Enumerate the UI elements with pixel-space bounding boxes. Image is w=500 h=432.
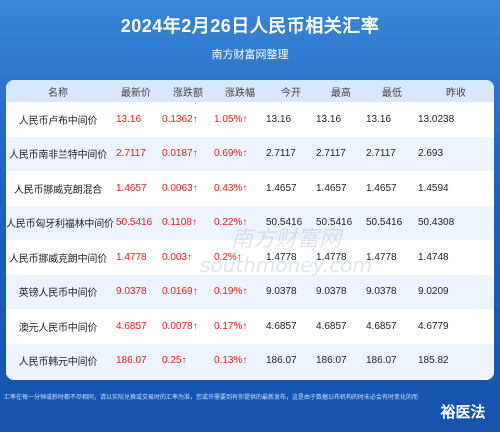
cell-prev: 13.0238 xyxy=(418,113,455,125)
cell-high: 1.4778 xyxy=(316,251,347,263)
table-row: 人民币挪威克朗混合 1.4657 0.0063↑ 0.43%↑ 1.4657 1… xyxy=(6,171,494,206)
cell-high: 1.4657 xyxy=(316,182,347,194)
cell-high: 4.6857 xyxy=(316,320,347,332)
cell-pct: 0.69%↑ xyxy=(214,148,248,160)
header-change: 涨跌额 xyxy=(173,87,203,99)
cell-low: 1.4657 xyxy=(366,182,397,194)
cell-pct: 1.05%↑ xyxy=(214,113,248,125)
cell-prev: 9.0209 xyxy=(418,286,449,298)
cell-low: 50.5416 xyxy=(366,217,403,229)
header-high: 最高 xyxy=(331,87,351,99)
header-open: 今开 xyxy=(281,87,301,99)
cell-latest: 2.7117 xyxy=(116,148,146,160)
cell-name: 人民币挪威克朗混合 xyxy=(13,184,103,196)
cell-change: 0.0187↑ xyxy=(162,148,198,160)
cell-name: 英镑人民币中间价 xyxy=(18,288,98,300)
header-pct: 涨跌幅 xyxy=(225,87,255,99)
table-row: 人民币挪威克朗中间价 1.4778 0.003↑ 0.2%↑ 1.4778 1.… xyxy=(6,240,494,275)
cell-high: 2.7117 xyxy=(316,148,346,160)
header-prev: 昨收 xyxy=(446,87,466,99)
cell-pct: 0.22%↑ xyxy=(214,217,248,229)
cell-latest: 9.0378 xyxy=(116,286,147,298)
page-subtitle: 南方财富网整理 xyxy=(211,49,289,61)
table-row: 人民币韩元中间价 186.07 0.25↑ 0.13%↑ 186.07 186.… xyxy=(6,343,494,378)
cell-latest: 4.6857 xyxy=(116,320,147,332)
cell-latest: 50.5416 xyxy=(116,217,153,229)
table-row: 人民币卢布中间价 13.16 0.1362↑ 1.05%↑ 13.16 13.1… xyxy=(6,102,494,137)
cell-pct: 0.2%↑ xyxy=(214,251,242,263)
page-title: 2024年2月26日人民币相关汇率 xyxy=(120,16,380,36)
cell-change: 0.0078↑ xyxy=(162,320,198,332)
header-low: 最低 xyxy=(382,87,402,99)
cell-name: 澳元人民币中间价 xyxy=(18,322,98,334)
cell-high: 13.16 xyxy=(316,113,342,125)
cell-change: 0.25↑ xyxy=(162,355,187,367)
cell-high: 186.07 xyxy=(316,355,347,367)
corner-logo-text: 裕医法 xyxy=(439,403,485,421)
cell-prev: 4.6779 xyxy=(418,320,449,332)
cell-high: 9.0378 xyxy=(316,286,347,298)
cell-change: 0.1362↑ xyxy=(162,113,198,125)
cell-latest: 186.07 xyxy=(116,355,147,367)
table-row: 澳元人民币中间价 4.6857 0.0078↑ 0.17%↑ 4.6857 4.… xyxy=(6,309,494,344)
cell-open: 4.6857 xyxy=(266,320,297,332)
cell-low: 1.4778 xyxy=(366,251,397,263)
cell-change: 0.1108↑ xyxy=(162,217,197,229)
cell-open: 9.0378 xyxy=(266,286,297,298)
cell-open: 1.4778 xyxy=(266,251,297,263)
cell-open: 50.5416 xyxy=(266,217,303,229)
cell-name: 人民币挪威克朗中间价 xyxy=(9,253,107,265)
table-row: 人民币匈牙利福林中间价 50.5416 0.1108↑ 0.22%↑ 50.54… xyxy=(6,205,494,240)
cell-prev: 1.4748 xyxy=(418,251,449,263)
cell-low: 9.0378 xyxy=(366,286,397,298)
cell-low: 2.7117 xyxy=(366,148,396,160)
table-row: 英镑人民币中间价 9.0378 0.0169↑ 0.19%↑ 9.0378 9.… xyxy=(6,274,494,309)
cell-open: 13.16 xyxy=(266,113,292,125)
cell-name: 人民币卢布中间价 xyxy=(18,115,98,127)
table-row: 人民币南非兰特中间价 2.7117 0.0187↑ 0.69%↑ 2.7117 … xyxy=(6,136,494,171)
cell-low: 4.6857 xyxy=(366,320,397,332)
cell-prev: 50.4308 xyxy=(418,217,455,229)
cell-change: 0.003↑ xyxy=(162,251,193,263)
header-name: 名称 xyxy=(48,87,68,99)
cell-latest: 13.16 xyxy=(116,113,142,125)
cell-low: 13.16 xyxy=(366,113,392,125)
cell-name: 人民币匈牙利福林中间价 xyxy=(6,219,114,231)
rates-table-panel: 名称 最新价 涨跌额 涨跌幅 今开 最高 最低 昨收 人民币卢布中间价 13.1… xyxy=(6,80,494,380)
footer-disclaimer: 汇率在每一分钟或秒时都不尽相同，请以实际兑换或交易时的汇率为准，您或许需要到有你… xyxy=(4,395,419,401)
table-header-row: 名称 最新价 涨跌额 涨跌幅 今开 最高 最低 昨收 xyxy=(6,80,494,102)
cell-high: 50.5416 xyxy=(316,217,353,229)
cell-change: 0.0063↑ xyxy=(162,182,198,194)
cell-low: 186.07 xyxy=(366,355,397,367)
cell-prev: 2.693 xyxy=(418,148,444,160)
cell-prev: 185.82 xyxy=(418,355,449,367)
cell-change: 0.0169↑ xyxy=(162,286,198,298)
cell-prev: 1.4594 xyxy=(418,182,449,194)
corner-logo: 裕医法 xyxy=(432,396,494,426)
cell-latest: 1.4778 xyxy=(116,251,147,263)
cell-open: 1.4657 xyxy=(266,182,297,194)
cell-pct: 0.17%↑ xyxy=(214,320,248,332)
cell-pct: 0.43%↑ xyxy=(214,182,248,194)
cell-name: 人民币韩元中间价 xyxy=(18,357,98,369)
cell-name: 人民币南非兰特中间价 xyxy=(9,150,107,162)
cell-open: 186.07 xyxy=(266,355,297,367)
cell-pct: 0.19%↑ xyxy=(214,286,248,298)
cell-pct: 0.13%↑ xyxy=(214,355,248,367)
cell-latest: 1.4657 xyxy=(116,182,147,194)
cell-open: 2.7117 xyxy=(266,148,296,160)
header-latest: 最新价 xyxy=(121,87,151,99)
rates-table: 名称 最新价 涨跌额 涨跌幅 今开 最高 最低 昨收 人民币卢布中间价 13.1… xyxy=(6,80,494,378)
